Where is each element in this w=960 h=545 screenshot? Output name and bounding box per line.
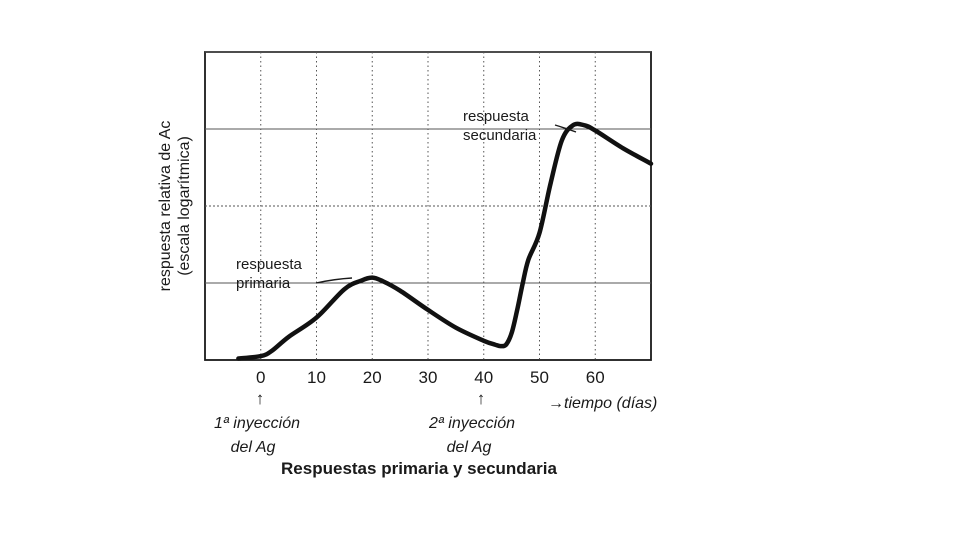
x-tick-label-60: 60 — [586, 368, 605, 387]
x-tick-label-20: 20 — [363, 368, 382, 387]
injection-1-arrow: ↑ — [256, 389, 265, 408]
x-tick-labels: 0 10 20 30 40 50 60 — [256, 368, 605, 387]
y-axis-label-line-2: (escala logarítmica) — [176, 136, 193, 276]
series-group — [236, 121, 654, 361]
annotation-secondary-line-2: secundaria — [463, 127, 537, 144]
injection-2-arrow: ↑ — [477, 389, 486, 408]
injection-1-label-line-2: del Ag — [231, 439, 276, 456]
annotation-primary-pointer — [315, 277, 353, 284]
injection-2-label-line-1: 2ª inyección — [428, 415, 515, 432]
x-tick-label-0: 0 — [256, 368, 265, 387]
y-axis-label-line-1: respuesta relativa de Ac — [157, 121, 174, 292]
annotation-primary-line-2: primaria — [236, 275, 291, 292]
injection-1-label-line-1: 1ª inyección — [214, 415, 300, 432]
annotation-secondary-pointer — [554, 124, 577, 133]
series-line-0 — [236, 121, 654, 361]
x-axis-label: →tiempo (días) — [548, 395, 657, 412]
annotation-primary-line-1: respuesta — [236, 256, 303, 273]
x-tick-label-50: 50 — [530, 368, 549, 387]
annotation-secondary-line-1: respuesta — [463, 108, 530, 125]
x-tick-label-10: 10 — [307, 368, 326, 387]
x-tick-label-40: 40 — [474, 368, 493, 387]
injection-2-label-line-2: del Ag — [447, 439, 492, 456]
chart-title: Respuestas primaria y secundaria — [281, 459, 557, 478]
x-tick-label-30: 30 — [419, 368, 438, 387]
grid-lines — [205, 51, 651, 360]
